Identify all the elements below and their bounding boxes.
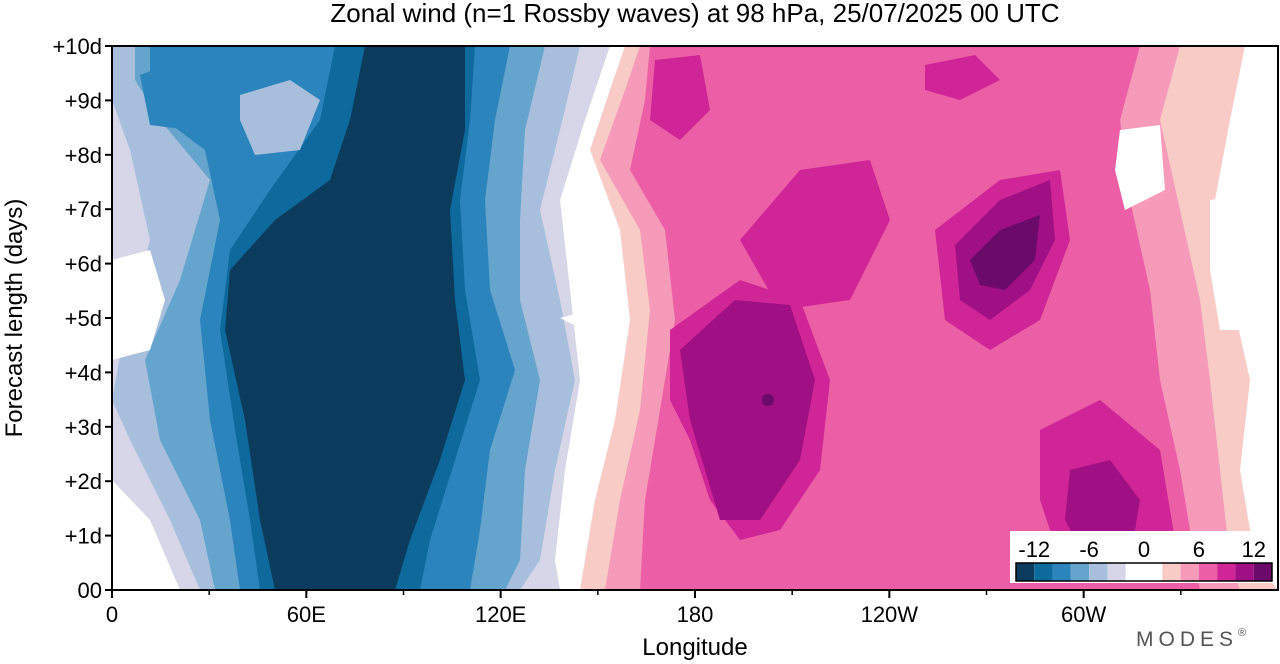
y-tick-label: +3d [65, 415, 102, 440]
contour-zero-east [1115, 125, 1165, 210]
brand-mark: ® [1238, 627, 1251, 639]
legend-swatch [1235, 563, 1254, 581]
contour-pos-12-dot [762, 394, 774, 406]
y-tick-label: +10d [52, 34, 102, 59]
legend-swatch [1016, 563, 1035, 581]
contour-pos-12 [970, 215, 1040, 290]
y-tick-label: +2d [65, 469, 102, 494]
contour-neg-eye [240, 80, 320, 155]
legend-swatch [1217, 563, 1236, 581]
y-tick-label: +1d [65, 524, 102, 549]
legend-swatch [1107, 563, 1126, 581]
contour-field [112, 46, 1278, 590]
legend-label: 0 [1138, 537, 1150, 562]
contour-zero-west [112, 250, 165, 360]
contour-pos-8f [925, 55, 1000, 100]
legend-swatch [1052, 563, 1071, 581]
contour-pos-8c [740, 160, 890, 310]
legend-swatch [1180, 563, 1199, 581]
y-tick-label: +6d [65, 252, 102, 277]
x-tick-label: 60E [287, 602, 326, 627]
legend-swatch [1125, 563, 1144, 581]
legend-label: 6 [1193, 537, 1205, 562]
legend-swatch [1089, 563, 1108, 581]
x-tick-label: 180 [677, 602, 714, 627]
contour-zero-east-2 [1210, 190, 1278, 330]
legend-swatch [1198, 563, 1218, 581]
contour-neg-eye-2 [140, 60, 210, 130]
legend-swatch [1162, 563, 1181, 581]
brand-text: MODES [1136, 628, 1238, 651]
legend-frame [1015, 562, 1273, 582]
color-legend: -12 -6 0 6 12 [1010, 531, 1276, 583]
y-tick-label: +4d [65, 360, 102, 385]
x-tick-label: 120E [475, 602, 526, 627]
contour-pos-10 [680, 300, 815, 520]
y-tick-label: +9d [65, 88, 102, 113]
contour-pos-8 [650, 55, 710, 140]
y-tick-label: 00 [78, 578, 102, 603]
y-tick-label: +8d [65, 143, 102, 168]
x-tick-label: 120W [861, 602, 919, 627]
brand-logo: MODES® [1136, 627, 1251, 651]
legend-swatch [1070, 563, 1090, 581]
contour-zero-pocket [560, 310, 605, 328]
legend-swatch [1034, 563, 1053, 581]
y-axis-title: Forecast length (days) [1, 199, 28, 438]
x-axis: 0 60E 120E 180 120W 60W [106, 590, 1182, 627]
x-tick-label: 0 [106, 602, 118, 627]
contour-neg-14 [225, 46, 465, 590]
legend-label: -12 [1018, 537, 1050, 562]
legend-swatch [1253, 563, 1272, 581]
legend-label: -6 [1079, 537, 1099, 562]
y-tick-label: +5d [65, 306, 102, 331]
y-axis: 00 +1d +2d +3d +4d +5d +6d +7d +8d +9d +10d [52, 34, 112, 603]
legend-label: 12 [1241, 537, 1265, 562]
y-tick-label: +7d [65, 197, 102, 222]
legend-swatch [1144, 563, 1163, 581]
chart-title: Zonal wind (n=1 Rossby waves) at 98 hPa,… [330, 0, 1059, 28]
x-tick-label: 60W [1061, 602, 1106, 627]
x-axis-title: Longitude [642, 634, 747, 661]
